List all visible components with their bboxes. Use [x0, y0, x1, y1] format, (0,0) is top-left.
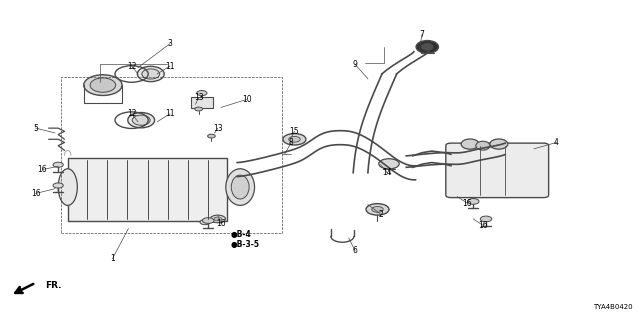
Text: ●B-3-5: ●B-3-5 [230, 240, 260, 249]
Ellipse shape [422, 44, 433, 50]
Text: 9: 9 [353, 60, 358, 69]
Text: 10: 10 [242, 95, 252, 104]
Circle shape [195, 107, 202, 111]
Circle shape [210, 215, 225, 223]
Ellipse shape [128, 113, 155, 128]
Text: 3: 3 [168, 39, 172, 48]
Circle shape [480, 216, 492, 222]
Text: 8: 8 [289, 138, 294, 147]
Circle shape [372, 206, 383, 212]
Text: 11: 11 [165, 109, 175, 118]
Circle shape [196, 91, 207, 96]
Text: 14: 14 [382, 168, 392, 177]
Text: 16: 16 [37, 165, 47, 174]
Ellipse shape [461, 139, 479, 149]
Text: 16: 16 [31, 189, 40, 198]
Text: 4: 4 [554, 138, 559, 147]
Ellipse shape [142, 69, 160, 79]
Text: ●B-4: ●B-4 [230, 230, 252, 239]
Text: 16: 16 [478, 221, 488, 230]
Text: 13: 13 [194, 93, 204, 102]
Text: 11: 11 [165, 61, 175, 70]
Circle shape [289, 136, 300, 142]
FancyBboxPatch shape [446, 143, 548, 197]
Circle shape [366, 204, 389, 215]
Ellipse shape [476, 141, 490, 150]
Polygon shape [68, 158, 227, 220]
Circle shape [202, 218, 214, 223]
Text: 7: 7 [420, 30, 424, 39]
Circle shape [214, 217, 221, 221]
Circle shape [467, 198, 479, 204]
Text: 12: 12 [127, 109, 136, 118]
Ellipse shape [416, 41, 438, 53]
Text: TYA4B0420: TYA4B0420 [593, 304, 633, 310]
Ellipse shape [490, 139, 508, 149]
Text: 1: 1 [110, 254, 115, 263]
Ellipse shape [90, 78, 116, 92]
Text: 5: 5 [33, 124, 38, 132]
Text: 15: 15 [290, 127, 300, 136]
Circle shape [379, 159, 399, 169]
Ellipse shape [231, 175, 249, 199]
Ellipse shape [84, 75, 122, 95]
Text: 16: 16 [462, 198, 472, 207]
Text: 2: 2 [378, 210, 383, 219]
Circle shape [53, 162, 63, 167]
Circle shape [53, 183, 63, 188]
Circle shape [207, 134, 215, 138]
Circle shape [200, 220, 210, 225]
Text: 13: 13 [213, 124, 223, 132]
Ellipse shape [132, 115, 150, 125]
Ellipse shape [58, 169, 77, 205]
Ellipse shape [226, 169, 255, 205]
Text: 6: 6 [353, 246, 358, 255]
Circle shape [283, 133, 306, 145]
Text: 12: 12 [127, 61, 136, 70]
Text: 16: 16 [216, 219, 226, 228]
Ellipse shape [138, 66, 164, 82]
Text: FR.: FR. [45, 281, 62, 290]
FancyBboxPatch shape [191, 97, 212, 108]
